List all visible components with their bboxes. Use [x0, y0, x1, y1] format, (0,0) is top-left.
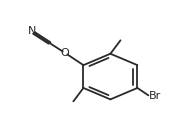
Text: N: N [28, 26, 36, 36]
Text: O: O [61, 48, 70, 58]
Text: Br: Br [149, 91, 161, 101]
